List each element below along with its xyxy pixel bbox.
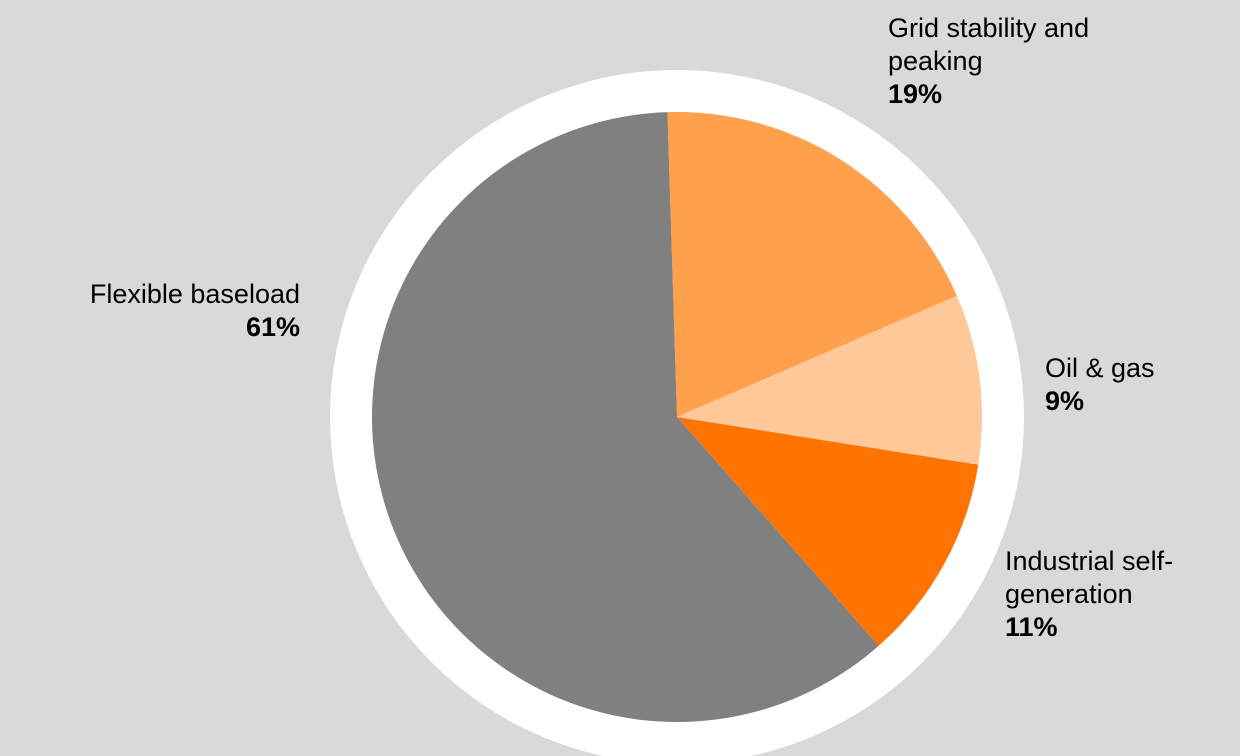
- slice-label: Industrial self-generation 11%: [1005, 545, 1233, 644]
- pie-slice: [677, 295, 982, 465]
- slice-label: Flexible baseload 61%: [0, 278, 300, 344]
- value-label: 11%: [1005, 612, 1058, 642]
- pie-slice: [667, 112, 957, 417]
- category-label: Grid stability and peaking: [888, 13, 1090, 76]
- pie-slice: [677, 417, 979, 646]
- category-label: Flexible baseload: [89, 279, 300, 309]
- value-label: 61%: [245, 312, 300, 342]
- slice-label: Oil & gas 9%: [1045, 352, 1225, 418]
- slice-label: Grid stability and peaking 19%: [888, 12, 1178, 111]
- pie-slice: [371, 112, 879, 722]
- category-label: Oil & gas: [1045, 353, 1155, 383]
- value-label: 9%: [1045, 386, 1085, 416]
- value-label: 19%: [888, 79, 943, 109]
- category-label: Industrial self-generation: [1005, 546, 1174, 609]
